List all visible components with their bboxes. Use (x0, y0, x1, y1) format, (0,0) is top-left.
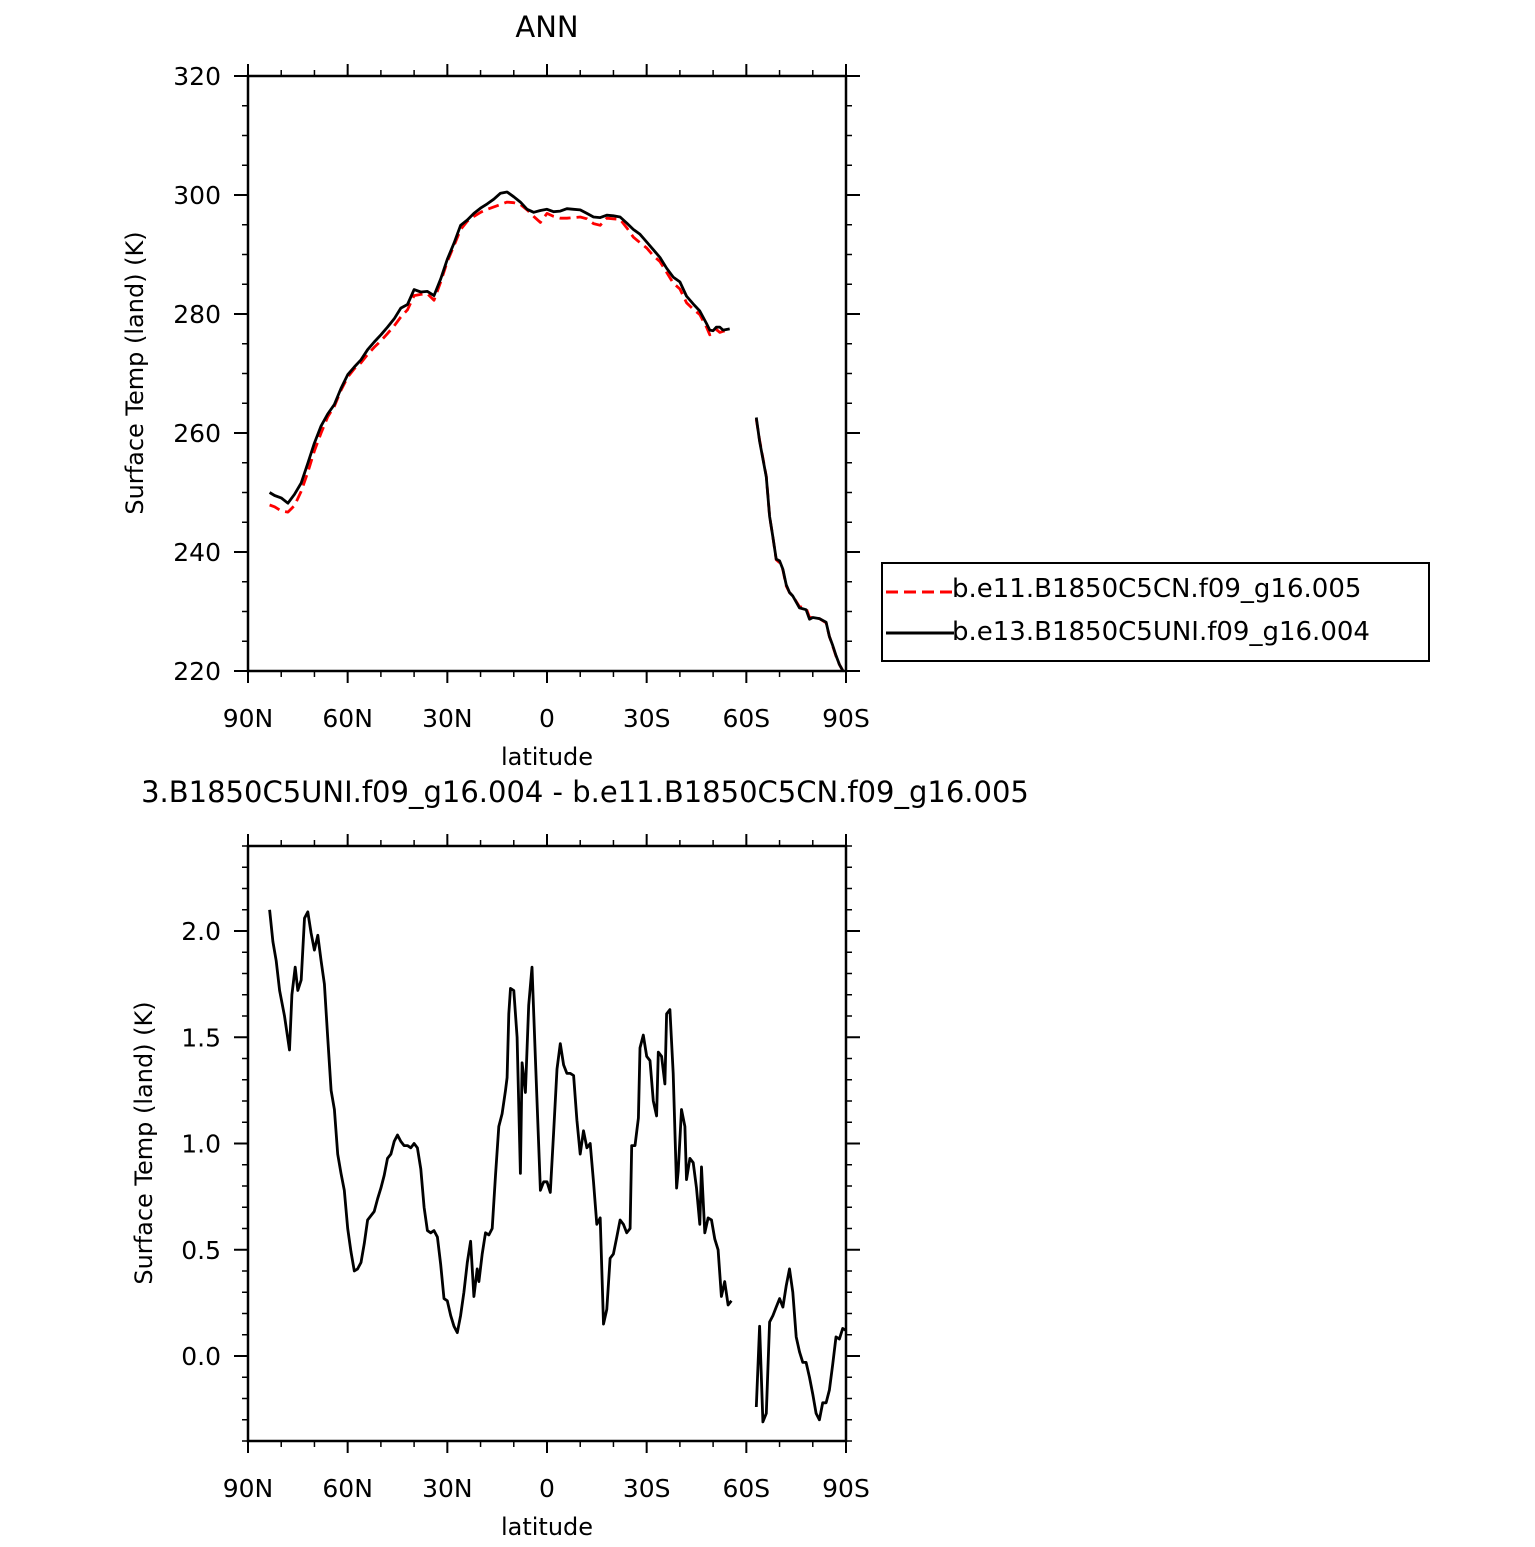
bottom-y-tick-label: 1.0 (181, 1130, 221, 1159)
top-y-tick-labels: 220 240 260 280 300 320 (173, 62, 221, 686)
top-y-tick-label: 220 (173, 657, 221, 686)
top-x-axis-title: latitude (501, 743, 593, 771)
bottom-x-tick-label: 90S (822, 1474, 870, 1503)
top-chart-title: ANN (515, 10, 578, 44)
bottom-x-tick-label: 90N (223, 1474, 274, 1503)
top-ticks (234, 64, 860, 683)
legend-box (881, 562, 1430, 662)
bottom-x-tick-label: 0 (539, 1474, 555, 1503)
bottom-plot-frame (246, 844, 848, 1443)
bottom-chart-title: 3.B1850C5UNI.f09_g16.004 - b.e11.B1850C5… (141, 775, 1029, 809)
top-x-tick-label: 60N (322, 704, 373, 733)
top-x-tick-label: 0 (539, 704, 555, 733)
top-series-1-segment-0 (268, 190, 730, 505)
top-x-tick-label: 90S (822, 704, 870, 733)
top-x-tick-label: 90N (223, 704, 274, 733)
legend: b.e11.B1850C5CN.f09_g16.005 b.e13.B1850C… (881, 562, 1430, 662)
bottom-y-tick-label: 1.5 (181, 1023, 221, 1052)
bottom-ticks (234, 834, 860, 1453)
top-series-1-segment-1 (754, 417, 844, 672)
bottom-y-tick-labels: 0.0 0.5 1.0 1.5 2.0 (181, 917, 221, 1371)
top-series-lines (268, 190, 844, 672)
legend-label-e13: b.e13.B1850C5UNI.f09_g16.004 (952, 617, 1370, 647)
bottom-y-axis-title: Surface Temp (land) (K) (130, 1001, 158, 1284)
top-x-tick-label: 60S (722, 704, 770, 733)
bottom-x-tick-label: 60S (722, 1474, 770, 1503)
bottom-series-0-segment-0 (268, 909, 733, 1334)
top-y-tick-label: 240 (173, 538, 221, 567)
bottom-x-axis-title: latitude (501, 1513, 593, 1541)
top-y-tick-label: 300 (173, 181, 221, 210)
bottom-x-tick-labels: 90N 60N 30N 0 30S 60S 90S (223, 1474, 870, 1503)
top-y-tick-label: 280 (173, 300, 221, 329)
bottom-y-tick-label: 0.0 (181, 1342, 221, 1371)
bottom-x-tick-label: 30N (422, 1474, 473, 1503)
top-x-tick-label: 30S (623, 704, 671, 733)
bottom-series-lines (268, 909, 847, 1424)
bottom-x-tick-label: 60N (322, 1474, 373, 1503)
top-y-axis-title: Surface Temp (land) (K) (121, 231, 149, 514)
bottom-x-tick-label: 30S (623, 1474, 671, 1503)
legend-label-e11: b.e11.B1850C5CN.f09_g16.005 (952, 574, 1361, 604)
bottom-series-0-segment-1 (754, 1267, 847, 1424)
bottom-y-tick-label: 0.5 (181, 1236, 221, 1265)
bottom-y-tick-label: 2.0 (181, 917, 221, 946)
bottom-panel: 3.B1850C5UNI.f09_g16.004 - b.e11.B1850C5… (130, 775, 1029, 1541)
top-panel: ANN 90N 60N 30N 0 30S 60S 90S 220 240 260 280 300 3… (121, 10, 1430, 771)
top-y-tick-label: 320 (173, 62, 221, 91)
top-y-tick-label: 260 (173, 419, 221, 448)
top-x-tick-labels: 90N 60N 30N 0 30S 60S 90S (223, 704, 870, 733)
top-x-tick-label: 30N (422, 704, 473, 733)
top-plot-frame (246, 74, 848, 673)
top-series-0-segment-0 (269, 200, 730, 514)
